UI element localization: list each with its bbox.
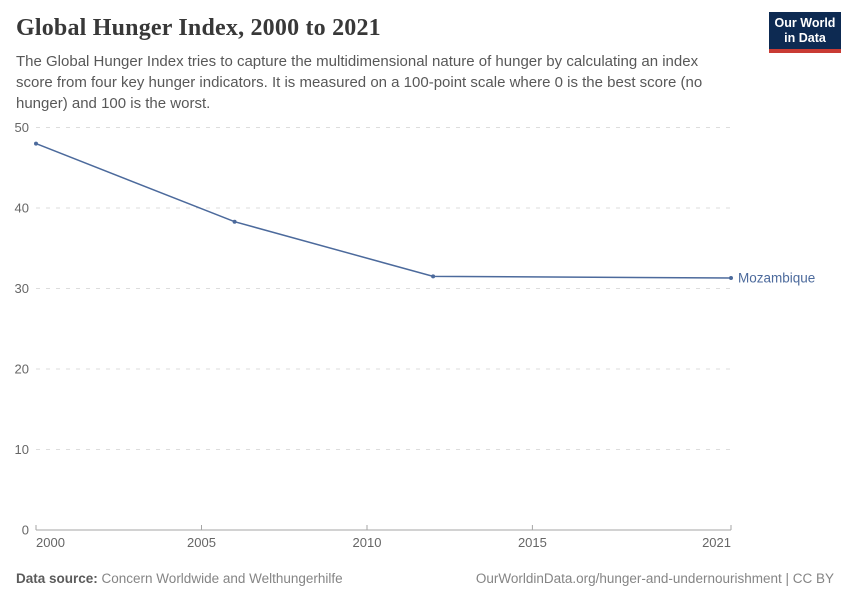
chart-subtitle: The Global Hunger Index tries to capture…	[16, 53, 703, 112]
data-point[interactable]	[232, 219, 237, 224]
y-tick-label: 40	[15, 201, 29, 216]
series-line[interactable]	[35, 142, 732, 279]
data-point[interactable]	[431, 274, 436, 279]
y-tick-label: 50	[15, 120, 29, 135]
data-point[interactable]	[729, 276, 733, 280]
credit-link[interactable]: OurWorldinData.org/hunger-and-undernouri…	[475, 571, 834, 586]
y-tick-label: 20	[15, 362, 29, 377]
x-tick-label: 2010	[353, 535, 382, 550]
owid-logo-red-bar	[769, 49, 841, 53]
owid-logo-line2: in Data	[784, 30, 826, 45]
y-tick-label: 30	[15, 281, 29, 296]
owid-logo[interactable]: Our World in Data	[769, 12, 841, 53]
owid-logo-line1: Our World	[774, 15, 836, 30]
series-label[interactable]: Mozambique	[738, 271, 815, 286]
data-source-note: Data source: Concern Worldwide and Welth…	[16, 571, 343, 586]
data-source-label: Data source:	[16, 571, 98, 586]
chart-footer: Data source: Concern Worldwide and Welth…	[16, 571, 834, 586]
chart-header: Global Hunger Index, 2000 to 2021 The Gl…	[16, 13, 756, 114]
owid-logo-box: Our World in Data	[769, 12, 841, 49]
x-tick-label: 2000	[36, 535, 65, 550]
data-source-value: Concern Worldwide and Welthungerhilfe	[97, 571, 343, 586]
y-tick-label: 10	[15, 442, 29, 457]
chart-title: Global Hunger Index, 2000 to 2021	[16, 15, 381, 41]
x-tick-label: 2015	[518, 535, 547, 550]
x-tick-label: 2021	[702, 535, 731, 550]
data-point[interactable]	[34, 141, 38, 146]
y-tick-label: 0	[22, 523, 29, 538]
x-tick-label: 2005	[187, 535, 216, 550]
